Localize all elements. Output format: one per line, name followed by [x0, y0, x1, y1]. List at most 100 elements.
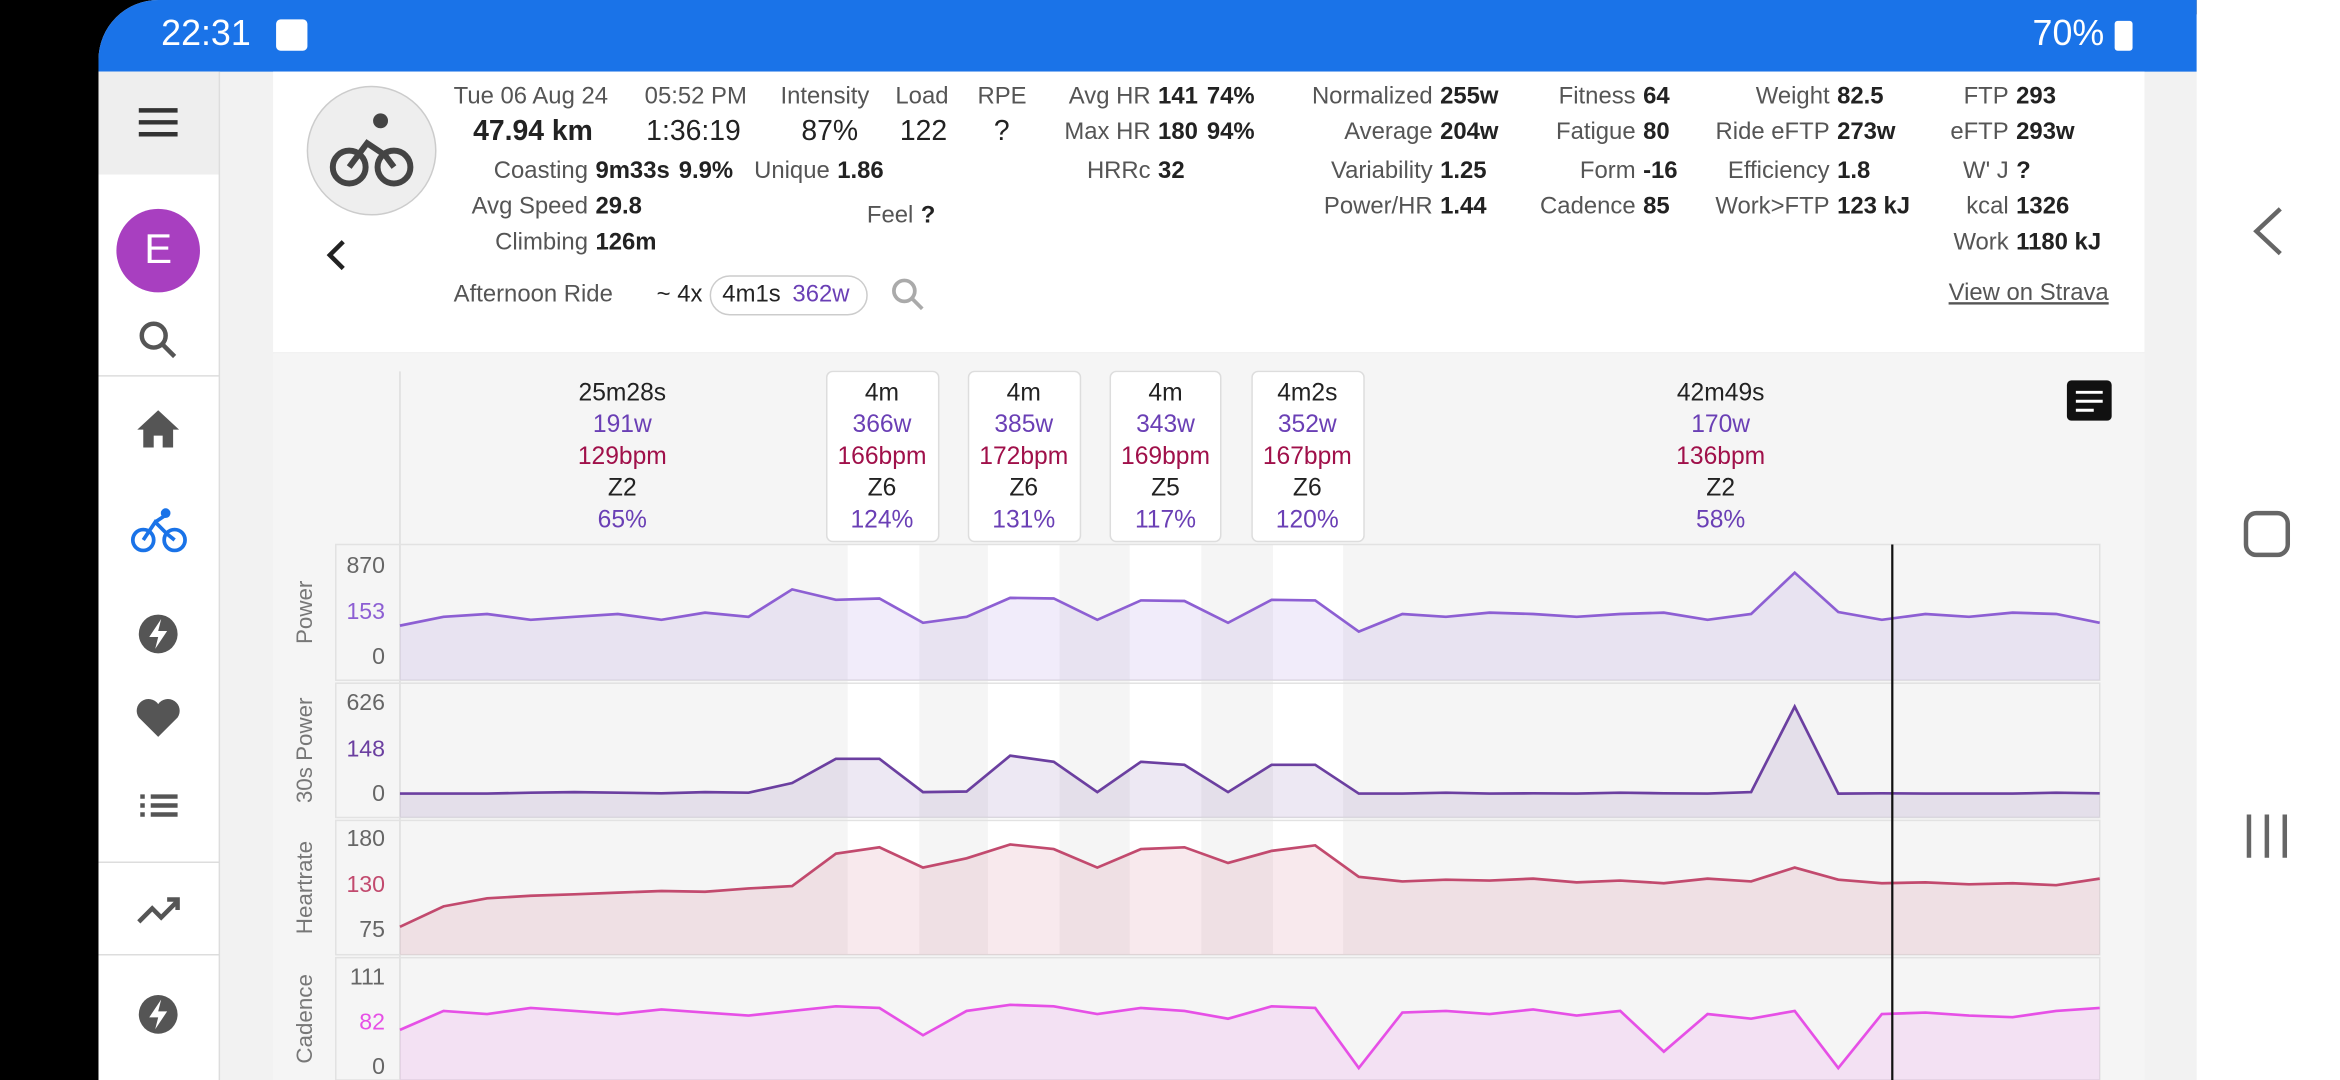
comment-glyph [2075, 390, 2103, 412]
stat-value: 1180 kJ [2016, 228, 2101, 255]
home-button[interactable] [2243, 510, 2291, 558]
search-handle [910, 297, 924, 311]
interval-intensity: 58% [1696, 506, 1745, 533]
interval-power: 366w [853, 411, 912, 438]
stat-label: Avg HR [1069, 82, 1151, 109]
interval-hr: 167bpm [1263, 443, 1352, 470]
interval-box[interactable] [967, 370, 1082, 543]
interval-duration: 4m [1007, 379, 1041, 406]
stat-value: 1.8 [1837, 157, 1870, 184]
metric-label: Load [895, 82, 948, 109]
metric-label: RPE [977, 82, 1026, 109]
prev-button[interactable] [326, 240, 345, 271]
interval-zone: Z5 [1151, 475, 1180, 502]
start-time: 05:52 PM [645, 82, 747, 109]
bolt [149, 619, 168, 649]
interval-intensity: 124% [850, 506, 913, 533]
interval-intensity: 131% [992, 506, 1055, 533]
stat-value: 126m [595, 228, 656, 255]
list-nav[interactable] [140, 794, 178, 817]
stat-label: Fitness [1559, 82, 1636, 109]
rider-head [373, 113, 389, 129]
stat-label: W' J [1963, 157, 2009, 184]
avatar[interactable] [116, 208, 200, 293]
stat-label: kcal [1966, 193, 2008, 220]
y-tick-label: 0 [372, 643, 385, 669]
interval-box[interactable] [826, 370, 940, 543]
battery-icon [2114, 20, 2133, 51]
interval-power: 170w [1691, 411, 1750, 438]
search-icon[interactable] [892, 278, 917, 304]
bike-glyph [329, 139, 414, 187]
stat-label: eFTP [1950, 118, 2008, 145]
interval-zone: Z6 [1009, 475, 1038, 502]
interval-duration: 4m [1148, 379, 1182, 406]
y-tick-label: 180 [346, 825, 385, 851]
status-bar [98, 0, 2197, 72]
interval-hr: 169bpm [1121, 443, 1210, 470]
back-button[interactable] [2253, 207, 2282, 256]
y-tick-label: 111 [350, 964, 385, 990]
date: Tue 06 Aug 24 [454, 82, 608, 109]
stat-value: 85 [1643, 193, 1670, 220]
y-tick-label: 82 [359, 1008, 385, 1034]
plot-frame [335, 543, 2101, 681]
interval-band [1129, 544, 1202, 955]
stat-extra: 9.9% [679, 157, 733, 184]
interval-power: 362w [792, 281, 850, 308]
stat-value: 1.86 [837, 157, 883, 184]
interval-power: 352w [1278, 411, 1337, 438]
stat-value: 273w [1837, 118, 1896, 145]
interval-hr: 136bpm [1676, 443, 1765, 470]
interval-power: 385w [994, 411, 1053, 438]
stat-value: -16 [1643, 157, 1677, 184]
interval-duration: 25m28s [579, 379, 667, 406]
interval-zone: Z2 [608, 475, 637, 502]
stat-value: 29.8 [595, 193, 641, 220]
interval-intensity: 120% [1276, 506, 1339, 533]
strava-link[interactable]: View on Strava [1949, 279, 2110, 306]
stat-label: Power/HR [1324, 193, 1433, 220]
stat-value: ? [2016, 157, 2031, 184]
stat-label: Fatigue [1556, 118, 1636, 145]
stat-label: Avg Speed [472, 193, 588, 220]
stat-label: HRRc [1087, 157, 1151, 184]
stat-label: Unique [754, 157, 830, 184]
interval-hr: 172bpm [979, 443, 1068, 470]
interval-hr: 166bpm [837, 443, 926, 470]
menu-button[interactable] [138, 108, 178, 137]
y-tick-label: 0 [372, 780, 385, 806]
clock: 22:31 [161, 13, 251, 53]
axis-label: Cadence [292, 974, 317, 1064]
trend-nav[interactable] [137, 897, 180, 924]
recents-button[interactable] [2246, 814, 2288, 858]
stat-label: Average [1344, 118, 1432, 145]
nav-bar [2196, 0, 2340, 1080]
interval-pill[interactable] [709, 275, 868, 316]
area [399, 844, 2100, 955]
interval-power: 343w [1136, 411, 1195, 438]
stat-value: 293w [2016, 118, 2075, 145]
stat-label: Climbing [495, 228, 588, 255]
area [399, 572, 2100, 681]
activity-nav[interactable] [130, 508, 187, 553]
ride-name[interactable]: Afternoon Ride [454, 281, 613, 308]
stat-extra: 74% [1207, 82, 1255, 109]
home-nav[interactable] [137, 410, 180, 448]
search-button[interactable] [139, 321, 168, 350]
bolt [149, 999, 168, 1030]
stat-value: 204w [1440, 118, 1499, 145]
plot-frame [335, 819, 2101, 956]
plot-frame [335, 956, 2101, 1080]
repeat: ~ 4x [657, 281, 703, 308]
stat-value: 32 [1158, 157, 1185, 184]
health-nav[interactable] [136, 699, 180, 737]
gallery-icon [276, 19, 308, 51]
line [399, 843, 2100, 929]
interval-box[interactable] [1109, 370, 1222, 543]
stat-value: 80 [1643, 118, 1670, 145]
search-handle [161, 343, 177, 359]
y-tick-label: 626 [346, 689, 385, 715]
interval-box[interactable] [1251, 370, 1365, 543]
